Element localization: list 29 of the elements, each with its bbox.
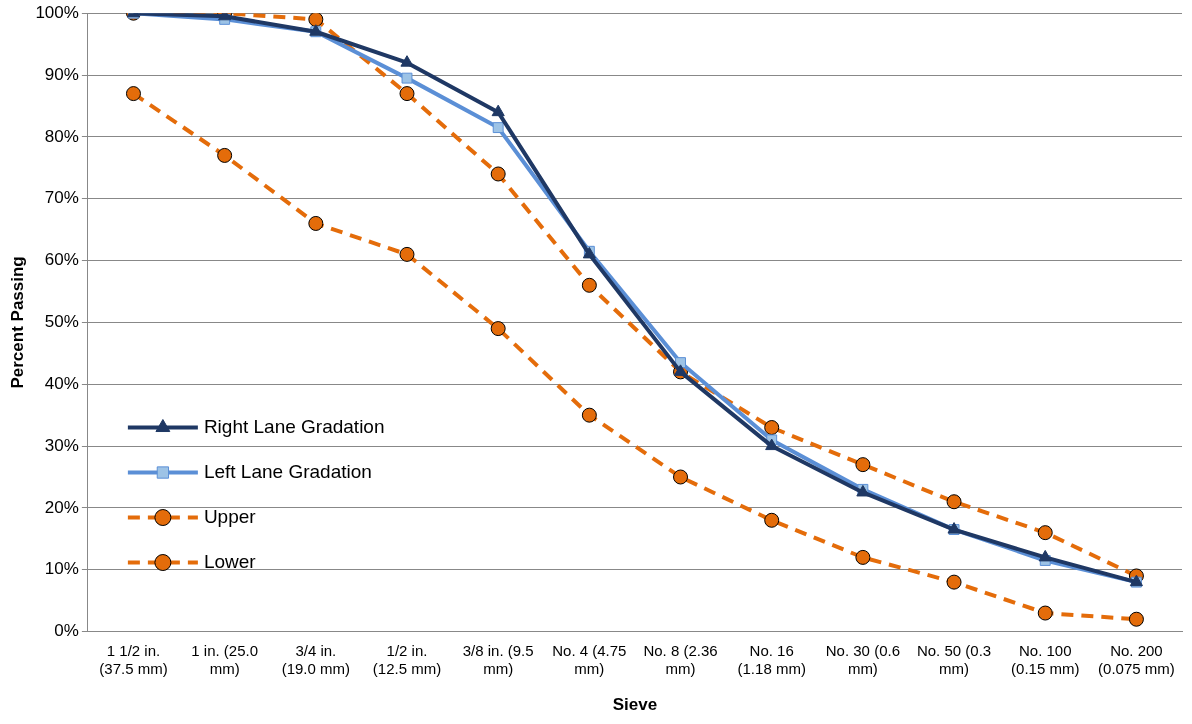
legend-label: Lower xyxy=(203,550,257,572)
x-tick-label: 3/4 in. (19.0 mm) xyxy=(281,641,350,677)
y-tick-label: 30% xyxy=(44,435,79,455)
y-axis-title: Percent Passing xyxy=(7,256,27,389)
y-tick-label: 50% xyxy=(44,312,79,332)
x-tick-label: No. 4 (4.75 mm) xyxy=(552,641,627,677)
x-tick-label: No. 16 (1.18 mm) xyxy=(737,641,806,677)
x-tick-label: No. 30 (0.6 mm) xyxy=(825,641,900,677)
y-tick-label: 40% xyxy=(44,373,79,393)
x-tick-label: 1 1/2 in. (37.5 mm) xyxy=(99,641,168,677)
y-tick-label: 100% xyxy=(35,2,79,22)
legend-label: Upper xyxy=(203,505,257,527)
x-tick-label: No. 8 (2.36 mm) xyxy=(643,641,718,677)
legend-label: Left Lane Gradation xyxy=(203,460,372,482)
y-tick-label: 10% xyxy=(44,559,79,579)
x-tick-label: No. 200 (0.075 mm) xyxy=(1098,641,1175,677)
x-tick-label: 1 in. (25.0 mm) xyxy=(191,641,258,677)
y-tick-label: 70% xyxy=(44,188,79,208)
y-tick-label: 0% xyxy=(54,621,79,641)
y-tick-label: 60% xyxy=(44,250,79,270)
x-axis-title: Sieve xyxy=(612,695,658,715)
y-tick-label: 90% xyxy=(44,64,79,84)
x-tick-label: No. 100 (0.15 mm) xyxy=(1011,641,1080,677)
x-tick-label: 1/2 in. (12.5 mm) xyxy=(372,641,442,677)
x-tick-label: No. 50 (0.3 mm) xyxy=(916,641,992,677)
legend-label: Right Lane Gradation xyxy=(203,415,385,437)
x-tick-label: 3/8 in. (9.5 mm) xyxy=(462,641,534,677)
y-tick-label: 80% xyxy=(44,126,79,146)
y-tick-label: 20% xyxy=(44,497,79,517)
